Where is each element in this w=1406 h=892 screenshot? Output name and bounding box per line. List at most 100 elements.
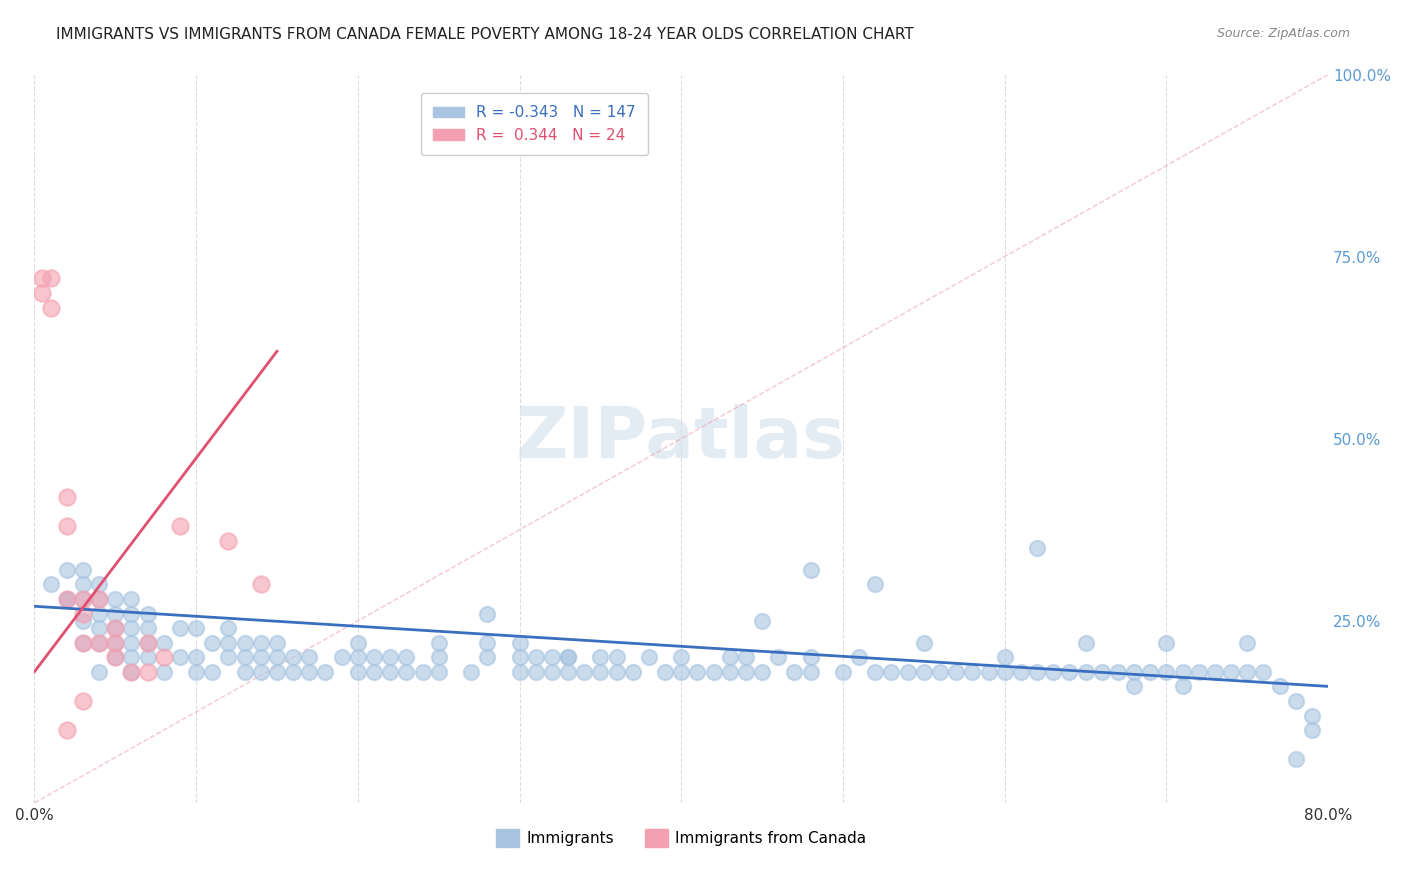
Point bbox=[912, 635, 935, 649]
Point bbox=[1042, 665, 1064, 679]
Point bbox=[880, 665, 903, 679]
Point bbox=[1268, 679, 1291, 693]
Point bbox=[233, 635, 256, 649]
Point bbox=[136, 665, 159, 679]
Point bbox=[509, 665, 531, 679]
Point bbox=[72, 635, 94, 649]
Point bbox=[800, 665, 823, 679]
Point bbox=[120, 607, 142, 621]
Point bbox=[298, 665, 321, 679]
Point bbox=[249, 665, 271, 679]
Point bbox=[477, 607, 499, 621]
Point bbox=[87, 591, 110, 606]
Point bbox=[184, 665, 207, 679]
Point bbox=[638, 650, 661, 665]
Point bbox=[87, 635, 110, 649]
Point bbox=[800, 650, 823, 665]
Point bbox=[152, 665, 174, 679]
Point bbox=[55, 519, 77, 533]
Point bbox=[541, 650, 564, 665]
Point bbox=[718, 665, 741, 679]
Point bbox=[120, 621, 142, 635]
Point bbox=[524, 650, 547, 665]
Point bbox=[378, 650, 401, 665]
Point bbox=[55, 591, 77, 606]
Point bbox=[1188, 665, 1211, 679]
Point bbox=[39, 271, 62, 285]
Point bbox=[169, 621, 191, 635]
Legend: Immigrants, Immigrants from Canada: Immigrants, Immigrants from Canada bbox=[489, 822, 873, 854]
Point bbox=[217, 621, 239, 635]
Point bbox=[72, 563, 94, 577]
Point bbox=[55, 563, 77, 577]
Point bbox=[848, 650, 870, 665]
Point bbox=[865, 577, 887, 591]
Point bbox=[104, 621, 127, 635]
Point bbox=[72, 591, 94, 606]
Point bbox=[1156, 635, 1178, 649]
Point bbox=[865, 665, 887, 679]
Point bbox=[184, 621, 207, 635]
Point bbox=[994, 650, 1017, 665]
Point bbox=[330, 650, 353, 665]
Point bbox=[897, 665, 920, 679]
Point bbox=[72, 694, 94, 708]
Point bbox=[427, 650, 450, 665]
Point bbox=[87, 635, 110, 649]
Point bbox=[962, 665, 984, 679]
Point bbox=[217, 635, 239, 649]
Point bbox=[735, 650, 758, 665]
Point bbox=[39, 577, 62, 591]
Point bbox=[104, 621, 127, 635]
Point bbox=[524, 665, 547, 679]
Point bbox=[87, 577, 110, 591]
Point bbox=[800, 563, 823, 577]
Point bbox=[55, 591, 77, 606]
Point bbox=[120, 635, 142, 649]
Point bbox=[1010, 665, 1032, 679]
Point bbox=[1220, 665, 1243, 679]
Point bbox=[104, 635, 127, 649]
Point bbox=[945, 665, 967, 679]
Point bbox=[184, 650, 207, 665]
Point bbox=[783, 665, 806, 679]
Point bbox=[735, 665, 758, 679]
Point bbox=[509, 635, 531, 649]
Point bbox=[1285, 694, 1308, 708]
Point bbox=[606, 650, 628, 665]
Point bbox=[832, 665, 855, 679]
Point bbox=[1091, 665, 1114, 679]
Point bbox=[104, 591, 127, 606]
Point bbox=[1107, 665, 1129, 679]
Point bbox=[1026, 665, 1049, 679]
Point bbox=[671, 650, 693, 665]
Point bbox=[298, 650, 321, 665]
Point bbox=[977, 665, 1000, 679]
Point bbox=[87, 591, 110, 606]
Point bbox=[509, 650, 531, 665]
Point bbox=[72, 607, 94, 621]
Point bbox=[395, 650, 418, 665]
Point bbox=[1074, 635, 1097, 649]
Point bbox=[31, 286, 53, 301]
Point bbox=[1123, 679, 1146, 693]
Point bbox=[557, 665, 579, 679]
Point bbox=[1236, 635, 1258, 649]
Point bbox=[1156, 665, 1178, 679]
Point bbox=[136, 635, 159, 649]
Point bbox=[152, 650, 174, 665]
Point bbox=[1123, 665, 1146, 679]
Point bbox=[249, 650, 271, 665]
Point bbox=[72, 591, 94, 606]
Point bbox=[557, 650, 579, 665]
Point bbox=[233, 650, 256, 665]
Point bbox=[136, 607, 159, 621]
Point bbox=[427, 665, 450, 679]
Point bbox=[266, 665, 288, 679]
Point bbox=[671, 665, 693, 679]
Point bbox=[55, 591, 77, 606]
Point bbox=[477, 635, 499, 649]
Point bbox=[703, 665, 725, 679]
Point bbox=[1074, 665, 1097, 679]
Point bbox=[1301, 708, 1323, 723]
